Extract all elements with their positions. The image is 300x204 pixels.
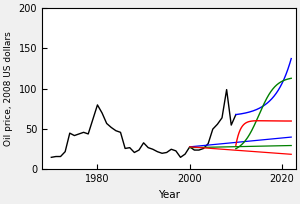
- X-axis label: Year: Year: [158, 190, 180, 200]
- Y-axis label: Oil price, 2008 US dollars: Oil price, 2008 US dollars: [4, 31, 13, 146]
